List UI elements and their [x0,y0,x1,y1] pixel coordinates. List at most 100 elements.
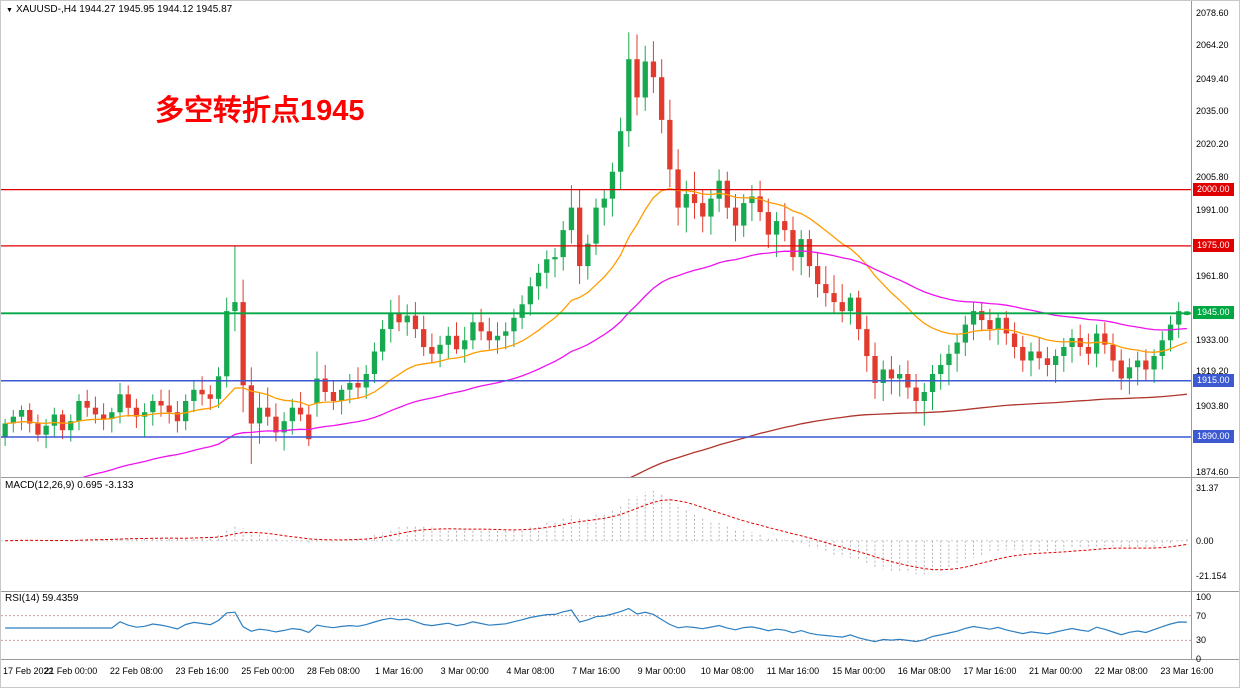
candle-body [117,394,123,413]
candle-body [101,414,107,419]
candle-body [412,315,419,330]
candle-body [150,401,156,413]
candle-body [59,414,66,431]
price-level-badge: 2000.00 [1193,182,1234,196]
macd-axis-label: -21.154 [1196,571,1227,582]
time-axis-label: 17 Feb 2022 [3,666,54,676]
candle-body [1159,340,1165,356]
annotation-text[interactable]: 多空转折点1945 [155,95,365,127]
candle-body [979,311,985,321]
candle-body [43,425,49,435]
candle-body [494,335,501,341]
candle-body [864,329,870,357]
candle-body [339,389,345,401]
candle-body [1028,351,1034,361]
ma-mid-magenta [82,250,1187,477]
price-tick-label: 1919.20 [1196,366,1229,377]
candle-body [634,59,640,98]
panel-separator-macd[interactable] [1,477,1239,478]
rsi-axis-label: 100 [1196,592,1212,602]
candle-body [650,61,657,78]
time-axis-label: 21 Feb 00:00 [44,666,98,676]
candle-body [421,329,427,348]
price-tick-label: 2064.20 [1196,40,1229,51]
macd-axis-label: 0.00 [1196,535,1214,546]
candle-body [683,194,689,208]
candle-body [806,239,813,267]
candle-body [314,378,320,404]
candle-body [27,410,33,424]
main-chart-surface[interactable] [1,1,1191,477]
candle-body [880,369,886,383]
price-tick-label: 2005.80 [1196,171,1229,182]
candle-body [265,407,271,417]
candle-body [1053,356,1059,365]
candle-body [560,230,566,258]
candle-body [437,344,443,354]
rsi-axis-label: 70 [1196,610,1207,621]
candle-body [987,320,993,330]
price-axis[interactable]: 2078.60 2064.20 2049.40 2035.00 2020.20 2005.… [1192,1,1239,687]
candle-body [462,340,468,350]
price-tick-label: 1991.00 [1196,204,1229,215]
chart-title: ▼ XAUUSD-,H4 1944.27 1945.95 1944.12 1945… [6,4,232,15]
candle-body [84,401,90,408]
candle-body [929,374,936,392]
candle-body [396,313,402,323]
time-axis-label: 17 Mar 16:00 [963,666,1017,676]
candle-body [815,266,821,285]
price-tick-label: 2035.00 [1196,105,1229,116]
chart-title-text: XAUUSD-,H4 1944.27 1945.95 1944.12 1945.… [15,4,233,15]
candle-body [1061,347,1067,356]
time-axis-label: 3 Mar 00:00 [440,666,489,676]
candle-body [68,421,74,431]
candle-body [1011,333,1018,347]
candle-body [1126,367,1133,379]
price-level-badge: 1915.00 [1193,373,1234,387]
panel-separator-rsi[interactable] [1,591,1239,592]
candle-body [503,331,509,336]
candle-body [1176,311,1182,325]
time-axis-label: 11 Mar 16:00 [766,666,820,676]
candle-body [486,331,492,341]
candle-body [404,315,410,323]
candle-body [691,194,698,204]
candle-body [954,342,960,354]
candle-body [1069,338,1075,347]
candle-body [765,212,771,235]
candle-body [732,207,739,226]
candle-body [1135,360,1141,368]
candle-body [593,207,599,244]
macd-signal-line [5,499,1187,571]
rsi-indicator-label: RSI(14) 59.4359 [5,593,79,604]
rsi-panel-surface[interactable] [1,591,1191,659]
candle-body [199,389,205,395]
candle-body [773,221,780,235]
time-axis-label: 22 Mar 08:00 [1094,666,1148,676]
candle-body [166,405,172,413]
candle-body [552,257,558,260]
candle-body [618,131,624,172]
candle-body [380,329,386,352]
candle-body [511,317,517,332]
candle-body [823,284,829,294]
rsi-axis-label: 0 [1196,654,1202,664]
time-axis[interactable]: 17 Feb 2022 21 Feb 00:00 22 Feb 08:00 23 Fe… [1,659,1213,687]
candle-body [92,407,99,415]
candle-body [995,317,1001,329]
candle-body [183,401,189,422]
time-axis-label: 22 Feb 08:00 [109,666,163,676]
candle-body [1118,360,1124,379]
candle-body [273,416,279,433]
candle-body [191,389,197,401]
price-level-badge: 1890.00 [1193,429,1234,443]
candle-body [527,286,533,305]
macd-panel-surface[interactable] [1,477,1191,591]
candle-body [519,304,525,318]
candle-body [1102,333,1108,345]
time-axis-label: 9 Mar 00:00 [637,666,686,676]
candle-body [568,207,575,231]
candle-body [125,394,131,408]
candle-body [741,203,747,226]
ma-slow-darkred [630,393,1187,477]
